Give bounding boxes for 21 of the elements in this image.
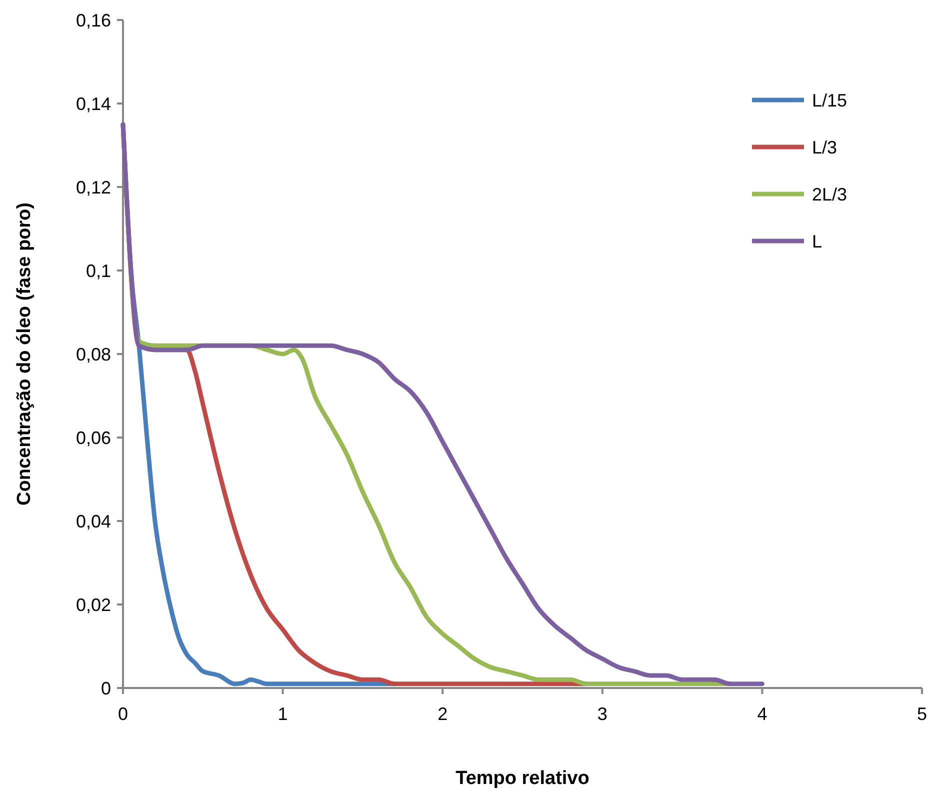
x-tick-label: 4	[757, 704, 768, 724]
y-tick-label: 0,06	[76, 428, 111, 448]
x-tick-label: 5	[916, 704, 928, 724]
legend-label: L	[812, 231, 822, 252]
x-tick-label: 2	[438, 704, 448, 724]
y-tick-label: 0,14	[76, 94, 111, 114]
y-tick-label: 0,1	[86, 260, 111, 281]
y-tick-label: 0	[100, 678, 111, 698]
x-tick-label: 3	[597, 704, 608, 724]
x-tick-label: 0	[118, 704, 128, 724]
y-axis-title: Concentração do óleo (fase poro)	[14, 202, 35, 506]
y-tick-label: 0,16	[76, 10, 111, 30]
y-tick-label: 0,04	[76, 511, 111, 532]
y-tick-label: 0,08	[76, 344, 111, 364]
x-tick-label: 1	[278, 704, 288, 724]
x-axis-title: Tempo relativo	[456, 768, 590, 789]
y-tick-label: 0,02	[76, 594, 111, 615]
y-tick-label: 0,12	[76, 177, 111, 198]
legend-label: 2L/3	[812, 184, 848, 204]
legend-label: L/3	[812, 137, 838, 158]
legend-label: L/15	[812, 90, 848, 110]
